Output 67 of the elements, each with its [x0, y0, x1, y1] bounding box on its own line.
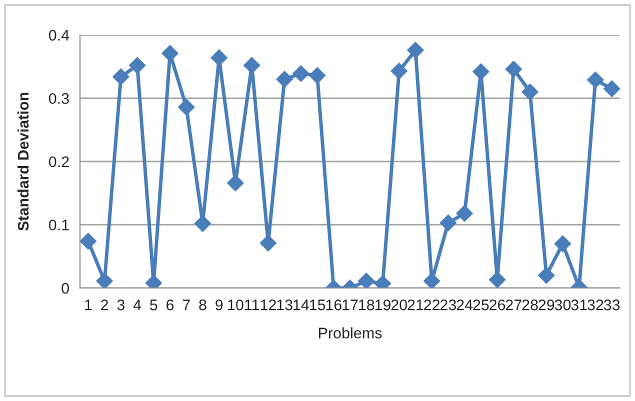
- x-tick-label: 7: [182, 300, 190, 310]
- y-tick-label: 0.4: [48, 30, 70, 41]
- x-tick-label: 29: [538, 300, 554, 310]
- x-tick-label: 33: [604, 300, 620, 310]
- point: [260, 234, 277, 252]
- point: [488, 271, 506, 288]
- x-tick-label: 30: [554, 300, 571, 310]
- point: [390, 62, 408, 80]
- x-tick-label: 8: [199, 300, 206, 310]
- y-axis-title: Standard Deviation: [17, 92, 29, 231]
- x-tick-label: 13: [277, 300, 292, 310]
- x-tick-label: 20: [391, 300, 407, 310]
- x-tick-label: 16: [326, 300, 342, 310]
- point: [456, 204, 473, 222]
- point: [178, 98, 195, 116]
- x-tick-label: 28: [522, 300, 538, 310]
- point: [276, 70, 293, 88]
- point: [112, 68, 130, 86]
- y-tick-label: 0.2: [48, 156, 69, 168]
- x-tick-label: 23: [440, 300, 456, 310]
- point: [423, 272, 440, 288]
- point: [407, 42, 424, 59]
- x-tick-label: 9: [216, 300, 223, 310]
- point: [80, 232, 97, 250]
- x-tick-label: 25: [473, 300, 489, 310]
- x-tick-label: 18: [359, 300, 374, 310]
- point: [292, 65, 310, 82]
- x-tick-label: 22: [424, 300, 440, 310]
- point: [227, 174, 244, 192]
- point: [522, 84, 538, 100]
- x-tick-label: 5: [150, 300, 158, 310]
- point: [162, 44, 178, 62]
- x-tick-label: 14: [294, 300, 309, 310]
- x-tick-label: 24: [456, 300, 473, 310]
- point: [210, 49, 228, 66]
- x-tick-label: 3: [117, 300, 124, 310]
- x-tick-label: 10: [228, 300, 244, 310]
- x-tick-label: 32: [588, 300, 604, 310]
- point: [128, 56, 146, 74]
- point: [96, 272, 113, 288]
- x-tick-label: 19: [375, 300, 390, 310]
- point: [358, 272, 375, 288]
- point: [243, 56, 260, 74]
- x-tick-label: 4: [133, 300, 142, 310]
- y-tick-label: 0.1: [48, 220, 69, 230]
- point: [308, 67, 326, 84]
- x-tick-label: 12: [260, 300, 276, 310]
- x-tick-label: 6: [166, 300, 174, 310]
- point: [440, 214, 457, 232]
- point: [554, 235, 572, 252]
- x-tick-label: 17: [342, 300, 358, 310]
- x-tick-label: 15: [310, 300, 326, 310]
- x-axis-title: Problems: [318, 327, 382, 338]
- x-tick-label: 31: [571, 300, 587, 310]
- y-tick-label: 0: [62, 282, 69, 294]
- point: [538, 266, 555, 284]
- y-tick-label: 0.3: [48, 93, 69, 104]
- x-tick-label: 21: [408, 300, 424, 310]
- x-tick-label: 2: [101, 300, 108, 310]
- point: [505, 60, 522, 78]
- x-tick-label: 11: [245, 300, 260, 310]
- point: [603, 80, 620, 98]
- x-tick-label: 27: [506, 300, 522, 310]
- x-tick-label: 1: [85, 300, 92, 310]
- point: [587, 72, 604, 88]
- x-tick-label: 26: [490, 300, 506, 310]
- point: [194, 215, 212, 232]
